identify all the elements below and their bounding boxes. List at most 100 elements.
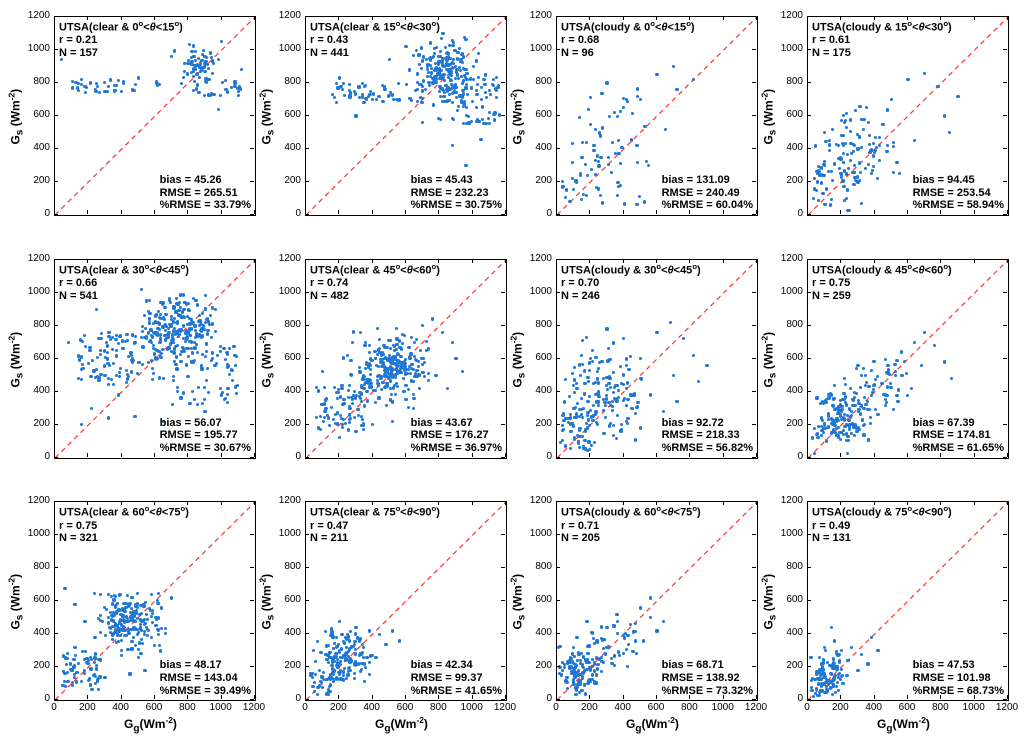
- xtick-label: 400: [859, 702, 889, 713]
- data-point: [356, 408, 359, 411]
- data-point: [394, 374, 397, 377]
- data-point: [148, 317, 151, 320]
- data-point: [192, 55, 195, 58]
- data-point: [577, 669, 580, 672]
- data-point: [197, 57, 200, 60]
- data-point: [453, 87, 456, 90]
- data-point: [564, 679, 567, 682]
- data-point: [204, 307, 207, 310]
- data-point: [854, 109, 857, 112]
- data-point: [333, 386, 336, 389]
- data-point: [158, 376, 161, 379]
- data-point: [864, 403, 867, 406]
- data-point: [133, 415, 136, 418]
- data-point: [833, 162, 836, 165]
- data-point: [138, 641, 141, 644]
- data-point: [619, 365, 622, 368]
- data-point: [846, 452, 849, 455]
- data-point: [600, 670, 603, 673]
- data-point: [157, 633, 160, 636]
- data-point: [214, 330, 217, 333]
- data-point: [880, 382, 883, 385]
- data-point: [876, 413, 879, 416]
- plot-area: UTSA(clear & 0o<θ<15o)r = 0.21N = 157bia…: [54, 16, 256, 216]
- data-point: [817, 425, 820, 428]
- data-point: [99, 349, 102, 352]
- x-axis-label: Gg(Wm-2): [877, 715, 930, 734]
- data-point: [487, 117, 490, 120]
- data-point: [586, 414, 589, 417]
- data-point: [590, 168, 593, 171]
- data-point: [580, 354, 583, 357]
- data-point: [80, 423, 83, 426]
- data-point: [672, 374, 675, 377]
- data-point: [611, 141, 614, 144]
- data-point: [871, 169, 874, 172]
- data-point: [156, 602, 159, 605]
- data-point: [118, 335, 121, 338]
- data-point: [203, 410, 206, 413]
- data-point: [328, 424, 331, 427]
- ytick-label: 200: [271, 660, 301, 671]
- data-point: [399, 355, 402, 358]
- data-point: [488, 89, 491, 92]
- data-point: [440, 37, 443, 40]
- data-point: [182, 76, 185, 79]
- data-point: [121, 629, 124, 632]
- data-point: [354, 430, 357, 433]
- data-point: [73, 646, 76, 649]
- data-point: [585, 194, 588, 197]
- data-point: [588, 361, 591, 364]
- data-point: [488, 111, 491, 114]
- data-point: [609, 386, 612, 389]
- data-point: [611, 409, 614, 412]
- data-point: [325, 645, 328, 648]
- data-point: [588, 395, 591, 398]
- data-point: [156, 84, 159, 87]
- data-point: [90, 407, 93, 410]
- data-point: [843, 169, 846, 172]
- data-point: [116, 634, 119, 637]
- data-point: [822, 658, 825, 661]
- ytick-label: 800: [522, 561, 552, 572]
- xtick-label: 600: [892, 702, 922, 713]
- ytick-label: 1000: [20, 286, 50, 297]
- data-point: [903, 360, 906, 363]
- data-point: [913, 341, 916, 344]
- data-point: [216, 354, 219, 357]
- data-point: [173, 347, 176, 350]
- data-point: [99, 353, 102, 356]
- data-point: [344, 422, 347, 425]
- ytick-label: 800: [522, 76, 552, 87]
- data-point: [582, 666, 585, 669]
- data-point: [141, 363, 144, 366]
- data-point: [865, 106, 868, 109]
- data-point: [172, 375, 175, 378]
- data-point: [374, 656, 377, 659]
- data-point: [358, 366, 361, 369]
- data-point: [649, 616, 652, 619]
- data-point: [152, 372, 155, 375]
- data-point: [180, 82, 183, 85]
- data-point: [895, 359, 898, 362]
- data-point: [202, 49, 205, 52]
- data-point: [364, 666, 367, 669]
- data-point: [188, 402, 191, 405]
- data-point: [580, 156, 583, 159]
- data-point: [397, 82, 400, 85]
- ytick-label: 200: [522, 660, 552, 671]
- data-point: [626, 381, 629, 384]
- data-point: [604, 404, 607, 407]
- data-point: [188, 317, 191, 320]
- plot-area: UTSA(cloudy & 0o<θ<15o)r = 0.68N = 96bia…: [556, 16, 758, 216]
- data-point: [615, 613, 618, 616]
- ytick-label: 0: [20, 451, 50, 462]
- data-point: [815, 189, 818, 192]
- data-point: [413, 375, 416, 378]
- data-point: [568, 395, 571, 398]
- data-point: [341, 88, 344, 91]
- data-point: [591, 360, 594, 363]
- data-point: [196, 351, 199, 354]
- data-point: [133, 626, 136, 629]
- data-point: [835, 143, 838, 146]
